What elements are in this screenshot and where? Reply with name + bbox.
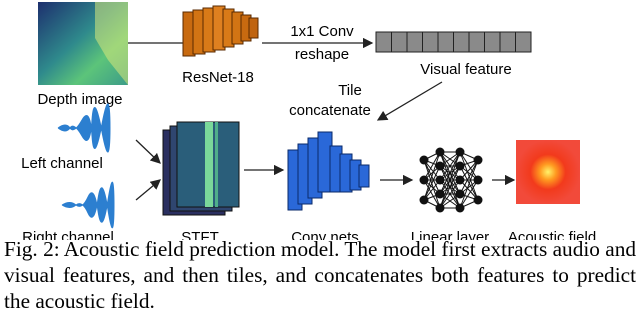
label: Depth image [37,91,122,108]
conv-nets-icon [287,131,370,211]
nn-edge [459,151,479,181]
feature-cell [422,31,439,53]
feature-cell [453,31,470,53]
feature-cell [406,31,423,53]
nn-edge [439,179,461,209]
nn-node [455,147,465,157]
stft-icon [162,121,240,216]
nn-edge [459,159,479,195]
label: Acoustic field [508,229,596,240]
feature-cell [484,31,501,53]
nn-node [455,189,465,199]
feature-cell [391,31,408,53]
left-waveform [57,103,111,153]
feature-cell [515,31,532,53]
label: STFT [181,229,219,240]
label: Linear layer [411,229,489,240]
nn-edge [459,159,479,209]
label: Conv nets [291,229,359,240]
nn-node [473,175,483,185]
label: Tile [338,82,362,99]
nn-node [419,155,429,165]
nn-edge [439,151,461,209]
nn-edge [423,179,441,209]
nn-node [419,195,429,205]
feature-cell [437,31,454,53]
arrow [135,139,161,164]
arrow [376,81,443,121]
nn-node [435,203,445,213]
nn-node [435,175,445,185]
nn-node [419,175,429,185]
nn-node [455,161,465,171]
nn-edge [439,151,461,195]
nn-edge [459,179,479,209]
nn-node [455,203,465,213]
right-waveform [61,181,115,229]
nn-edge [423,151,441,181]
linear-layer-icon [419,147,483,213]
nn-edge [423,151,441,201]
nn-node [455,175,465,185]
label: 1x1 Conv [290,23,354,40]
nn-node [435,147,445,157]
label: ResNet-18 [182,69,254,86]
nn-node [435,161,445,171]
feature-cell [375,31,392,53]
resnet-icon [182,5,259,57]
label: Right channel [22,229,114,240]
acoustic-field [516,140,580,204]
label: Visual feature [420,61,511,78]
caption: Fig. 2: Acoustic field prediction model.… [4,237,636,313]
nn-edge [423,165,441,201]
label: Left channel [21,155,103,172]
label: reshape [295,46,349,63]
feature-cell [468,31,485,53]
diagram: Depth image ResNet-18 1x1 Conv reshape V… [21,2,596,240]
arrow [135,179,161,201]
nn-node [473,195,483,205]
visual-feature-grid [375,31,532,53]
depth-highlight [95,2,128,85]
nn-node [473,155,483,165]
nn-edge [439,165,461,209]
label: concatenate [289,102,371,119]
nn-node [435,189,445,199]
feature-cell [499,31,516,53]
nn-edge [439,151,461,181]
